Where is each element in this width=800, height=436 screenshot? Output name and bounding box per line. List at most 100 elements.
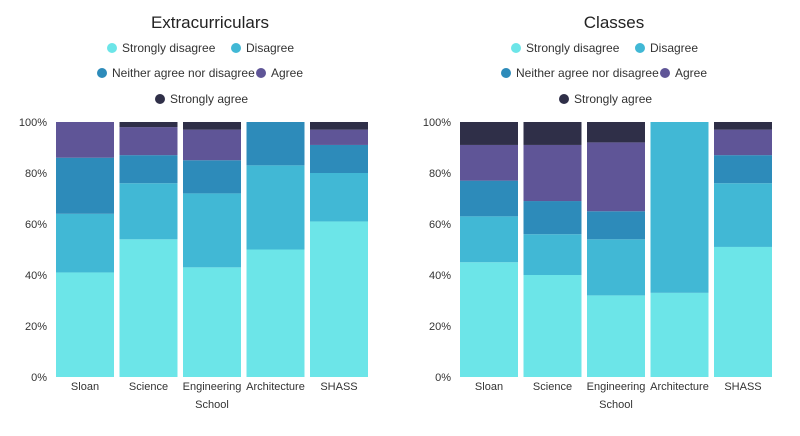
bar-segment-science-2 (119, 155, 178, 184)
x-category-label: Science (129, 381, 168, 393)
x-category-label: Architecture (246, 381, 305, 393)
x-category-label: Architecture (650, 381, 709, 393)
x-category-label: Science (533, 381, 572, 393)
bar-segment-science-0 (523, 275, 582, 377)
bar-segment-sloan-0 (56, 272, 114, 377)
y-tick-label: 80% (25, 168, 47, 180)
legend-swatch (97, 68, 107, 78)
legend-swatch (660, 68, 670, 78)
bar-segment-shass-3 (714, 129, 772, 156)
chart-title: Classes (584, 13, 644, 32)
legend-label: Strongly disagree (526, 41, 620, 55)
legend-item: Strongly disagree (107, 41, 216, 55)
bar-segment-engineering-1 (587, 239, 645, 296)
legend-label: Agree (675, 66, 707, 80)
y-tick-label: 60% (429, 219, 451, 231)
bar-segment-engineering-4 (587, 122, 645, 143)
legend-item: Strongly agree (155, 92, 248, 106)
legend-swatch (635, 43, 645, 53)
y-tick-label: 100% (19, 117, 47, 129)
bar-segment-science-4 (523, 122, 582, 145)
bar-segment-shass-1 (310, 173, 368, 222)
bar-segment-engineering-0 (183, 267, 241, 377)
bar-segment-science-1 (523, 234, 582, 275)
legend-swatch (107, 43, 117, 53)
bar-segment-science-3 (119, 127, 178, 156)
legend-label: Strongly agree (574, 92, 652, 106)
chart-title: Extracurriculars (151, 13, 269, 32)
bar-segment-engineering-4 (183, 122, 241, 130)
y-tick-label: 100% (423, 117, 451, 129)
legend-label: Strongly agree (170, 92, 248, 106)
bar-segment-architecture-0 (246, 249, 305, 377)
chart-panel-1: Classes Strongly disagree Disagree Neither … (423, 13, 772, 411)
legend-swatch (511, 43, 521, 53)
bar-segment-sloan-0 (460, 262, 518, 377)
legend-swatch (256, 68, 266, 78)
legend-swatch (501, 68, 511, 78)
legend-label: Neither agree nor disagree (112, 66, 255, 80)
bar-segment-architecture-1 (650, 122, 709, 293)
x-category-label: Engineering (183, 381, 242, 393)
x-category-label: Sloan (71, 381, 99, 393)
legend-label: Neither agree nor disagree (516, 66, 659, 80)
bar-segment-science-1 (119, 183, 178, 240)
y-tick-label: 40% (429, 270, 451, 282)
bar-segment-shass-1 (714, 183, 772, 247)
bar-segment-engineering-3 (587, 142, 645, 212)
bar-segment-shass-3 (310, 129, 368, 145)
bar-segment-shass-0 (714, 246, 772, 377)
y-tick-label: 80% (429, 168, 451, 180)
bar-segment-sloan-3 (56, 122, 114, 158)
legend-item: Agree (660, 66, 707, 80)
bar-segment-engineering-2 (183, 160, 241, 194)
bar-segment-shass-2 (714, 155, 772, 184)
bar-segment-engineering-1 (183, 193, 241, 268)
x-category-label: Sloan (475, 381, 503, 393)
x-category-label: Engineering (587, 381, 646, 393)
x-category-label: SHASS (320, 381, 357, 393)
legend-item: Disagree (231, 41, 294, 55)
x-axis-label: School (195, 399, 229, 411)
bar-segment-architecture-1 (246, 165, 305, 250)
bar-segment-architecture-2 (246, 122, 305, 166)
y-tick-label: 0% (435, 372, 451, 384)
bar-segment-shass-4 (714, 122, 772, 130)
bar-segment-engineering-2 (587, 211, 645, 240)
legend-swatch (559, 94, 569, 104)
bar-segment-sloan-4 (460, 122, 518, 145)
x-axis-label: School (599, 399, 633, 411)
bar-segment-science-2 (523, 201, 582, 235)
legend-label: Strongly disagree (122, 41, 216, 55)
bar-segment-engineering-3 (183, 129, 241, 161)
legend-label: Disagree (246, 41, 294, 55)
bar-segment-architecture-0 (650, 292, 709, 377)
y-tick-label: 0% (31, 372, 47, 384)
legend-swatch (155, 94, 165, 104)
y-tick-label: 60% (25, 219, 47, 231)
bar-segment-science-3 (523, 144, 582, 202)
legend-item: Neither agree nor disagree (97, 66, 255, 80)
legend-item: Strongly disagree (511, 41, 620, 55)
bar-segment-sloan-2 (460, 180, 518, 217)
legend-item: Agree (256, 66, 303, 80)
y-tick-label: 20% (429, 321, 451, 333)
chart-panel-0: Extracurriculars Strongly disagree Disagre… (19, 13, 368, 411)
bar-segment-sloan-3 (460, 144, 518, 181)
legend-label: Agree (271, 66, 303, 80)
bar-segment-science-4 (119, 122, 178, 128)
bar-segment-engineering-0 (587, 295, 645, 377)
bar-segment-sloan-2 (56, 157, 114, 214)
legend-swatch (231, 43, 241, 53)
bar-segment-sloan-1 (460, 216, 518, 263)
bar-segment-shass-2 (310, 144, 368, 173)
legend-item: Strongly agree (559, 92, 652, 106)
bar-segment-sloan-1 (56, 213, 114, 273)
legend-label: Disagree (650, 41, 698, 55)
x-category-label: SHASS (724, 381, 761, 393)
bar-segment-science-0 (119, 239, 178, 377)
legend-item: Neither agree nor disagree (501, 66, 659, 80)
legend-item: Disagree (635, 41, 698, 55)
